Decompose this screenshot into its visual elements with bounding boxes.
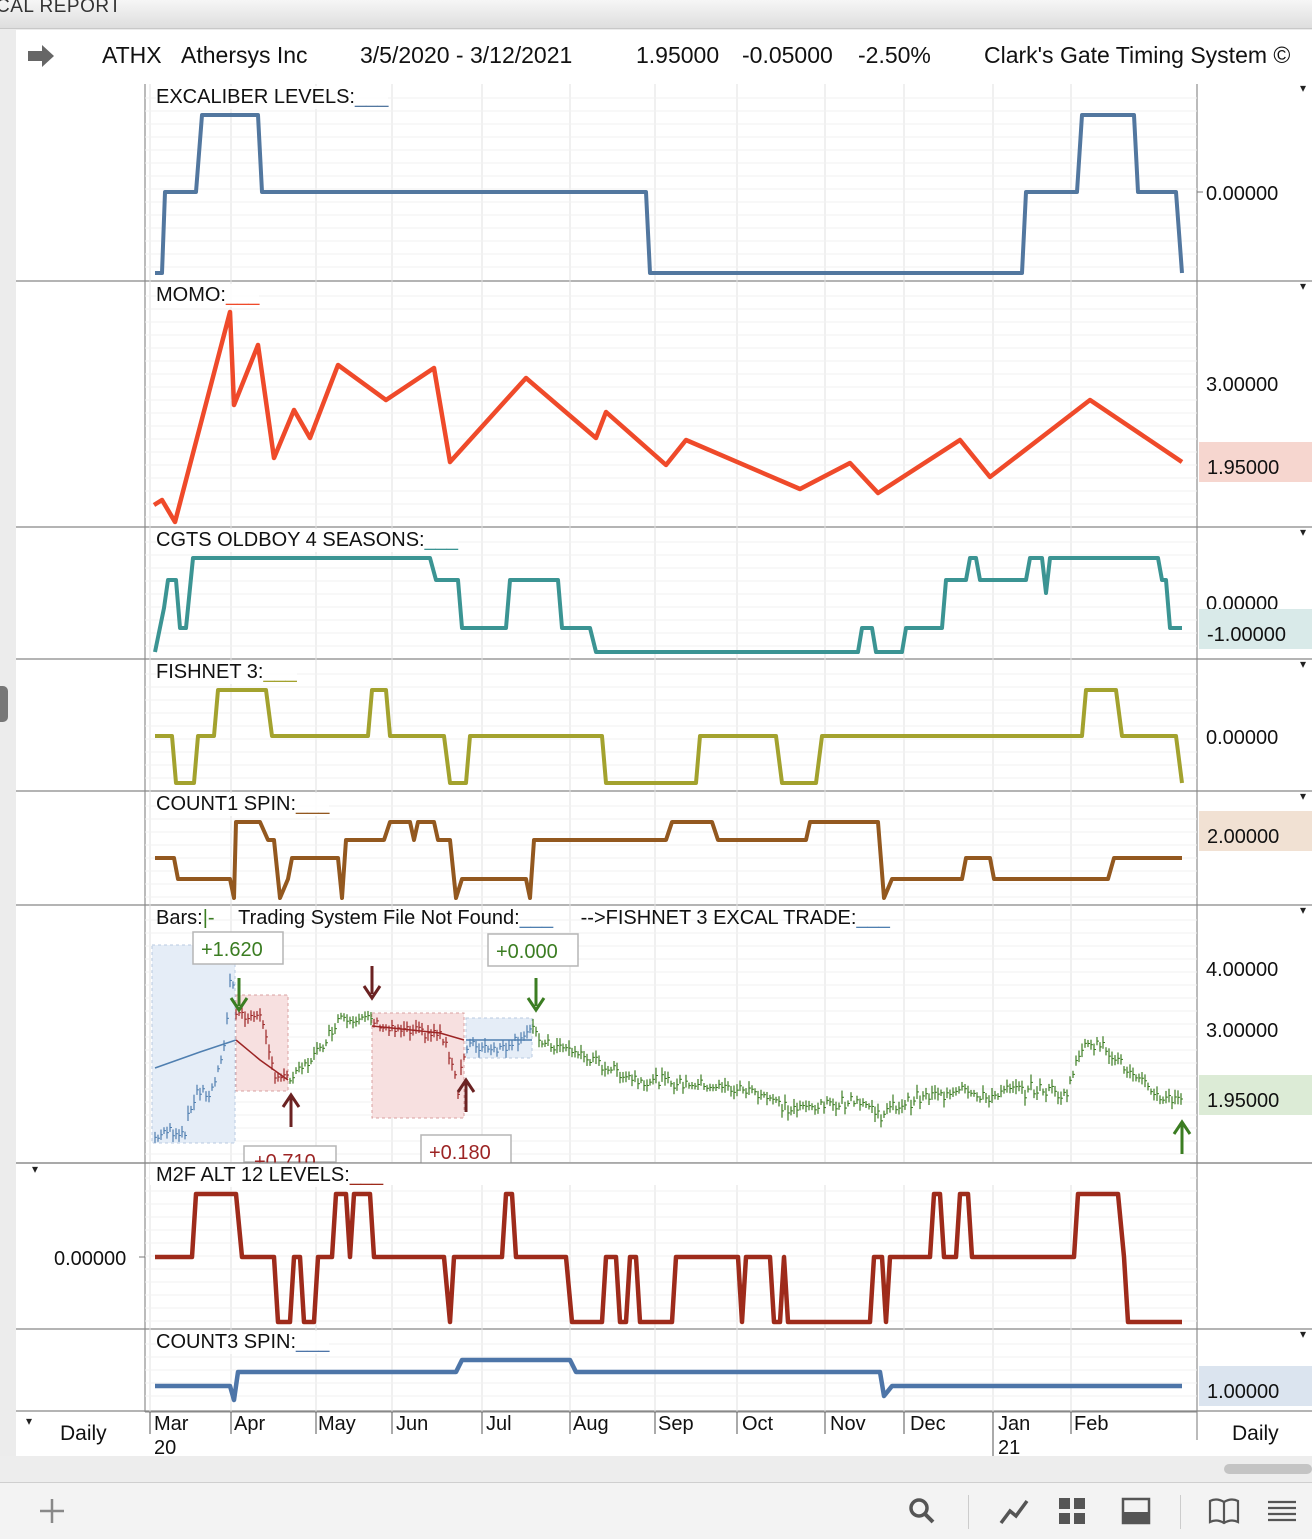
- fishnet-series: [155, 688, 1184, 785]
- quote-header: ATHX Athersys Inc 3/5/2020 - 3/12/2021 1…: [16, 30, 1312, 83]
- panel-icon[interactable]: [1120, 1495, 1152, 1527]
- panel-menu-icon: ▾: [1300, 1327, 1306, 1341]
- system-name: Clark's Gate Timing System ©: [984, 42, 1291, 68]
- scrollbar-thumb[interactable]: [1224, 1464, 1312, 1474]
- cgts-last-value-tag: -1.00000: [1199, 609, 1312, 649]
- svg-text:+0.000: +0.000: [496, 941, 558, 963]
- buy-arrow-3: [1172, 1119, 1192, 1154]
- year-label-2021: 21: [998, 1437, 1020, 1456]
- last-price: 1.95000: [636, 42, 720, 68]
- cover-arrow-1: [281, 1092, 301, 1127]
- bars-last-value-tag: 1.95000: [1199, 1075, 1312, 1115]
- trade-zone-short-1: [235, 994, 289, 1092]
- bars-axis-3: 3.00000: [1206, 1020, 1278, 1042]
- side-drawer-handle[interactable]: [0, 686, 8, 722]
- excaliber-series: [155, 113, 1184, 275]
- panel-mask: [150, 1163, 1190, 1185]
- m2f-menu-icon[interactable]: ▾: [32, 1162, 39, 1176]
- buy-arrow-1: [229, 978, 249, 1013]
- bars-axis-4: 4.00000: [1206, 959, 1278, 981]
- count1-series: [155, 820, 1182, 900]
- panel-menu-icon: ▾: [1300, 903, 1306, 917]
- year-label-2020: 20: [154, 1437, 176, 1456]
- period-selector-right[interactable]: Daily: [1232, 1422, 1279, 1445]
- month-label-jun: Jun: [396, 1413, 428, 1435]
- m2f-axis-value: 0.00000: [54, 1248, 126, 1270]
- forward-arrow-icon[interactable]: [26, 44, 56, 68]
- count3-panel-label: COUNT3 SPIN:___: [156, 1331, 330, 1354]
- svg-text:1.00000: 1.00000: [1207, 1381, 1279, 1403]
- m2f-panel-label: M2F ALT 12 LEVELS:___: [156, 1164, 384, 1187]
- m2f-series: [155, 1191, 1182, 1325]
- horizontal-scrollbar[interactable]: [0, 1456, 1312, 1482]
- panel-menu-icon: ▾: [1300, 657, 1306, 671]
- line-chart-icon[interactable]: [998, 1495, 1030, 1527]
- month-label-may: May: [318, 1413, 356, 1435]
- month-label-dec: Dec: [910, 1413, 946, 1435]
- window-title-bar: CAL REPORT: [0, 0, 1312, 29]
- excaliber-panel-label: EXCALIBER LEVELS:___: [156, 86, 389, 109]
- cgts-series: [153, 556, 1182, 654]
- excaliber-axis-value: 0.00000: [1206, 183, 1278, 205]
- price-bars: [154, 973, 1183, 1143]
- trade-flag-2: +0.000: [487, 933, 579, 967]
- moving-average-2: [235, 1039, 289, 1081]
- count3-last-value-tag: 1.00000: [1199, 1366, 1312, 1406]
- panel-menu-icon: ▾: [1300, 279, 1306, 293]
- moving-average-3: [371, 1025, 465, 1041]
- panel-menu-icon: ▾: [1300, 82, 1306, 95]
- fishnet-panel-label: FISHNET 3:___: [156, 661, 297, 684]
- momo-axis-value: 3.00000: [1206, 374, 1278, 396]
- svg-text:2.00000: 2.00000: [1207, 826, 1279, 848]
- momo-panel-label: MOMO:___: [156, 284, 260, 307]
- svg-text:+1.620: +1.620: [201, 939, 263, 961]
- chart-area[interactable]: 0.00000 3.00000 1.95000 0.00000 -1.00000 0.00…: [16, 81, 1312, 1459]
- count1-panel-label: COUNT1 SPIN:___: [156, 793, 330, 816]
- date-range: 3/5/2020 - 3/12/2021: [360, 42, 573, 68]
- cgts-panel-label: CGTS OLDBOY 4 SEASONS:___: [156, 529, 458, 552]
- ticker-symbol: ATHX: [102, 42, 162, 68]
- chart-canvas[interactable]: 0.00000 3.00000 1.95000 0.00000 -1.00000 0.00…: [16, 81, 1312, 1459]
- period-dropdown-icon[interactable]: ▾: [26, 1414, 33, 1428]
- bottom-toolbar: [0, 1482, 1312, 1539]
- count3-series: [155, 1357, 1182, 1403]
- momo-last-value-tag: 1.95000: [1199, 442, 1312, 482]
- company-name: Athersys Inc: [181, 42, 308, 68]
- fishnet-axis-value: 0.00000: [1206, 727, 1278, 749]
- search-icon[interactable]: [906, 1495, 938, 1527]
- trade-flag-1: +1.620: [192, 931, 284, 965]
- month-label-jul: Jul: [486, 1413, 512, 1435]
- month-label-nov: Nov: [830, 1413, 866, 1435]
- momo-series: [152, 309, 1184, 525]
- month-label-jan: Jan: [998, 1413, 1030, 1435]
- month-label-aug: Aug: [573, 1413, 609, 1435]
- svg-text:1.95000: 1.95000: [1207, 1090, 1279, 1112]
- month-label-mar: Mar: [154, 1413, 189, 1435]
- bars-panel-label: Bars:|- Trading System File Not Found:__…: [156, 907, 890, 929]
- svg-text:-1.00000: -1.00000: [1207, 624, 1286, 646]
- window-title: CAL REPORT: [0, 0, 122, 17]
- period-selector-left[interactable]: Daily: [60, 1422, 107, 1445]
- count1-last-value-tag: 2.00000: [1199, 811, 1312, 851]
- grid-icon[interactable]: [1056, 1495, 1088, 1527]
- moving-average-1: [154, 1039, 237, 1069]
- list-icon[interactable]: [1266, 1495, 1298, 1527]
- book-icon[interactable]: [1208, 1495, 1240, 1527]
- panel-menu-icon: ▾: [1300, 525, 1306, 539]
- month-label-sep: Sep: [658, 1413, 694, 1435]
- panel-menu-icon: ▾: [1300, 789, 1306, 803]
- month-label-oct: Oct: [742, 1413, 774, 1435]
- sell-arrow-1: [362, 966, 382, 1001]
- month-label-feb: Feb: [1074, 1413, 1108, 1435]
- price-change-pct: -2.50%: [858, 42, 931, 68]
- price-change: -0.05000: [742, 42, 833, 68]
- month-label-apr: Apr: [234, 1413, 265, 1435]
- cover-arrow-2: [456, 1077, 476, 1112]
- plus-icon[interactable]: [36, 1495, 68, 1527]
- buy-arrow-2: [526, 978, 546, 1013]
- svg-text:1.95000: 1.95000: [1207, 457, 1279, 479]
- trade-flag-3: +0.180: [420, 1134, 512, 1168]
- svg-text:+0.180: +0.180: [429, 1142, 491, 1164]
